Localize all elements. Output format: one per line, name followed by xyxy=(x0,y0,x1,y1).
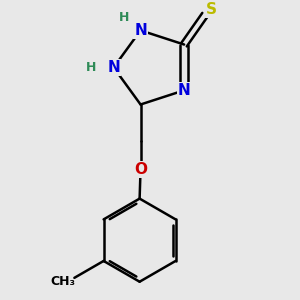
Text: N: N xyxy=(107,60,120,75)
Text: CH₃: CH₃ xyxy=(50,275,75,288)
Text: N: N xyxy=(178,83,190,98)
Text: H: H xyxy=(86,61,97,74)
Text: S: S xyxy=(206,2,217,17)
Text: N: N xyxy=(134,23,147,38)
Text: H: H xyxy=(118,11,129,24)
Text: O: O xyxy=(134,162,147,177)
